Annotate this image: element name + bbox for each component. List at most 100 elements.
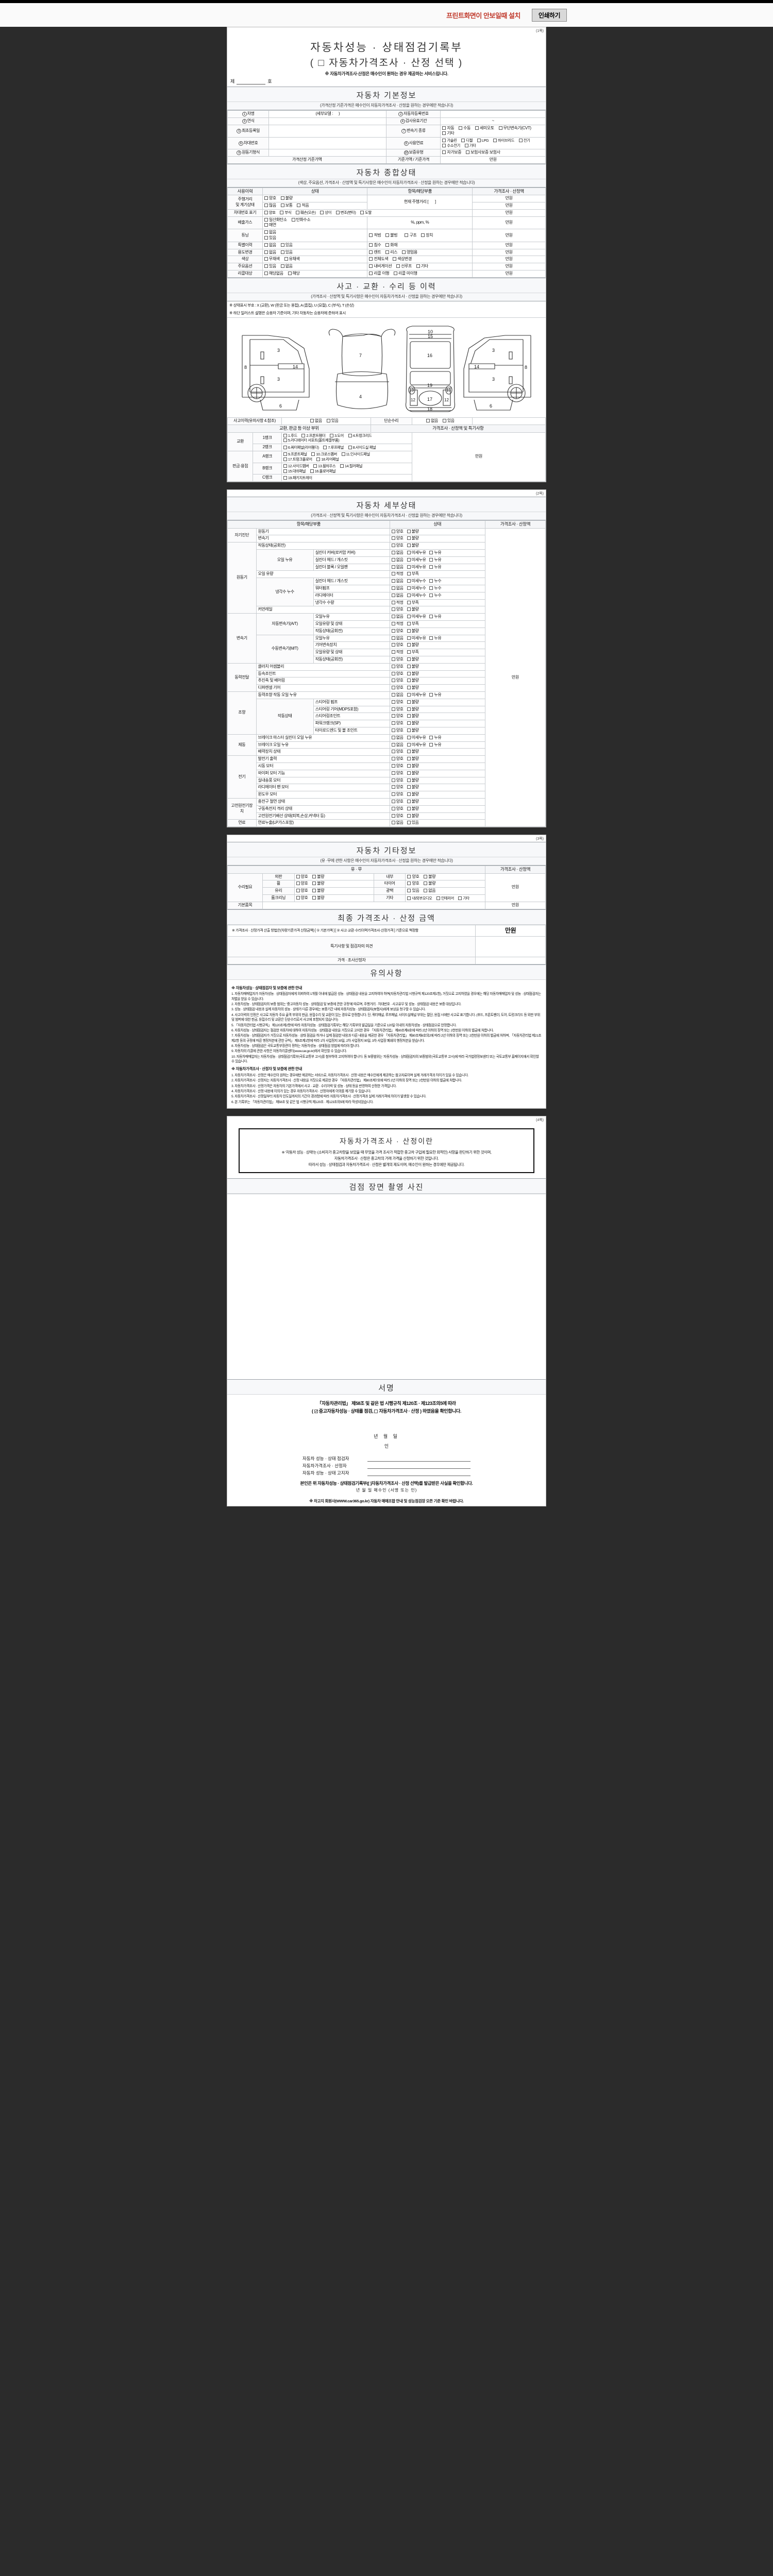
checkbox-누유[interactable] <box>429 742 433 747</box>
cell-item-color[interactable]: 전체도색 색상변경 <box>367 256 473 264</box>
cell-state-emission[interactable]: 일산화탄소 탄화수소 매연 <box>262 216 368 230</box>
checkbox-양호[interactable] <box>391 529 395 533</box>
checkbox-emission-co[interactable] <box>264 217 268 222</box>
checkbox-part-11[interactable] <box>341 452 345 456</box>
cell-part-state[interactable]: 양호 불량 <box>389 755 485 763</box>
cell-etc-opts-3[interactable]: 양호 불량 <box>294 894 374 902</box>
checkbox-누수[interactable] <box>429 593 433 597</box>
cell-value-year[interactable] <box>268 117 387 125</box>
checkbox-양호[interactable] <box>391 757 395 761</box>
checkbox-양호[interactable] <box>391 607 395 612</box>
cell-part-state[interactable]: 양호 불량 <box>389 656 485 664</box>
cell-etc-opts-2[interactable]: 양호 불량 <box>294 887 374 895</box>
cell-part-state[interactable]: 없음 미세누유 누유 <box>389 741 485 749</box>
cell-part-state[interactable]: 없음 미세누유 누유 <box>389 734 485 742</box>
checkbox-불량[interactable] <box>407 707 411 711</box>
checkbox-vin-good[interactable] <box>264 211 268 215</box>
checkbox-part-1[interactable] <box>283 433 287 437</box>
cell-item-emission[interactable]: %, ppm, % <box>367 216 473 230</box>
checkbox-없음[interactable] <box>391 593 395 597</box>
checkbox-불량[interactable] <box>407 792 411 796</box>
cell-state-options[interactable]: 있음 없음 <box>262 263 368 270</box>
cell-part-state[interactable]: 양호 불량 <box>389 606 485 614</box>
cell-part-state[interactable]: 없음 미세누유 누유 <box>389 549 485 557</box>
checkbox-color-full[interactable] <box>369 257 373 261</box>
cell-item-usechange[interactable]: 렌트 리스 영업용 <box>367 248 473 257</box>
cell-part-state[interactable]: 양호 불량 <box>389 791 485 799</box>
checkbox-미세누유[interactable] <box>407 742 411 747</box>
checkbox-color-chromatic[interactable] <box>284 257 288 261</box>
checkbox-없음[interactable] <box>391 735 395 739</box>
checkbox-양호[interactable] <box>391 643 395 647</box>
checkbox-양호[interactable] <box>391 814 395 818</box>
cell-part-state[interactable]: 없음 미세누유 누유 <box>389 563 485 571</box>
cell-state-special[interactable]: 없음 있음 <box>262 241 368 249</box>
checkbox-불량[interactable] <box>407 657 411 662</box>
checkbox-warranty-insurance[interactable] <box>466 150 470 155</box>
cell-state-simple-repair[interactable]: 없음 있음 <box>411 417 473 426</box>
checkbox-fuel-lpg[interactable] <box>477 139 481 143</box>
checkbox-미세누수[interactable] <box>407 579 411 583</box>
checkbox-part-4[interactable] <box>348 433 352 437</box>
cell-amt-9[interactable]: 만원 <box>472 263 546 270</box>
checkbox-불량[interactable] <box>407 679 411 683</box>
cell-part-state[interactable]: 없음 미세누유 누유 <box>389 691 485 699</box>
checkbox-적정[interactable] <box>391 622 395 626</box>
cell-part-state[interactable]: 양호 불량 <box>389 720 485 727</box>
cell-part-state[interactable]: 양호 불량 <box>389 641 485 650</box>
cell-part-state[interactable]: 양호 불량 <box>389 726 485 735</box>
checkbox-part-19[interactable] <box>283 476 287 480</box>
cell-part-state[interactable]: 적정 부족 <box>389 620 485 628</box>
cell-value-basevalue[interactable]: 만원 <box>440 156 546 164</box>
checkbox-part-7[interactable] <box>323 445 327 449</box>
checkbox-tuning-device[interactable] <box>421 233 425 237</box>
checkbox-미세누유[interactable] <box>407 693 411 697</box>
cell-value-special-note[interactable] <box>475 936 546 958</box>
checkbox-양호[interactable] <box>391 799 395 803</box>
checkbox-누수[interactable] <box>429 586 433 590</box>
checkbox-미세누유[interactable] <box>407 615 411 619</box>
checkbox-fuel-diesel[interactable] <box>461 139 465 143</box>
cell-part-state[interactable]: 양호 불량 <box>389 812 485 820</box>
cell-part-state[interactable]: 없음 미세누수 누수 <box>389 585 485 592</box>
checkbox-없음[interactable] <box>391 551 395 555</box>
cell-part-state[interactable]: 적정 부족 <box>389 649 485 657</box>
checkbox-fuel-electric[interactable] <box>518 139 523 143</box>
cell-state-color[interactable]: 무채색 유채색 <box>262 256 368 264</box>
checkbox-use-none[interactable] <box>264 250 268 254</box>
checkbox-불량[interactable] <box>407 529 411 533</box>
checkbox-use-rent[interactable] <box>369 250 373 254</box>
checkbox-누유[interactable] <box>429 565 433 569</box>
checkbox-emission-smoke[interactable] <box>264 223 268 227</box>
cell-value-firstreg[interactable] <box>268 124 387 138</box>
checkbox-누유[interactable] <box>429 557 433 562</box>
checkbox-불량[interactable] <box>407 785 411 789</box>
checkbox-recall-notdone[interactable] <box>393 271 397 275</box>
checkbox-part-18[interactable] <box>316 457 321 461</box>
signature-line-assessor[interactable] <box>367 1463 470 1469</box>
checkbox-누수[interactable] <box>429 579 433 583</box>
checkbox-미세누유[interactable] <box>407 735 411 739</box>
checkbox-없음[interactable] <box>391 636 395 640</box>
cell-part-state[interactable]: 양호 불량 <box>389 535 485 543</box>
checkbox-simple-none[interactable] <box>426 419 430 423</box>
checkbox-양호[interactable] <box>391 792 395 796</box>
checkbox-불량[interactable] <box>407 686 411 690</box>
checkbox-use-lease[interactable] <box>385 250 390 254</box>
checkbox-없음[interactable] <box>391 615 395 619</box>
checkbox-없음[interactable] <box>391 586 395 590</box>
checkbox-part-17[interactable] <box>283 457 287 461</box>
checkbox-tuning-none[interactable] <box>264 230 268 234</box>
checkbox-불량[interactable] <box>407 544 411 548</box>
cell-items-ranka[interactable]: 9.프론트패널 10.크로스멤버 11.인사이드패널 17.트렁크플로어 18.… <box>281 451 412 463</box>
cell-item-tuning[interactable]: 적법 불법 구조 장치 <box>367 229 473 242</box>
cell-part-state[interactable]: 적정 부족 <box>389 570 485 579</box>
checkbox-recall-na[interactable] <box>264 271 268 275</box>
checkbox-option-navi[interactable] <box>369 264 373 268</box>
checkbox-양호[interactable] <box>391 657 395 662</box>
checkbox-part-16[interactable] <box>310 469 314 473</box>
cell-item-mileage[interactable]: 현재 주행거리 [ ] <box>367 195 473 210</box>
checkbox-불량[interactable] <box>407 778 411 782</box>
checkbox-불량[interactable] <box>407 607 411 612</box>
cell-etc-opts2-0[interactable]: 양호 불량 <box>405 873 485 881</box>
